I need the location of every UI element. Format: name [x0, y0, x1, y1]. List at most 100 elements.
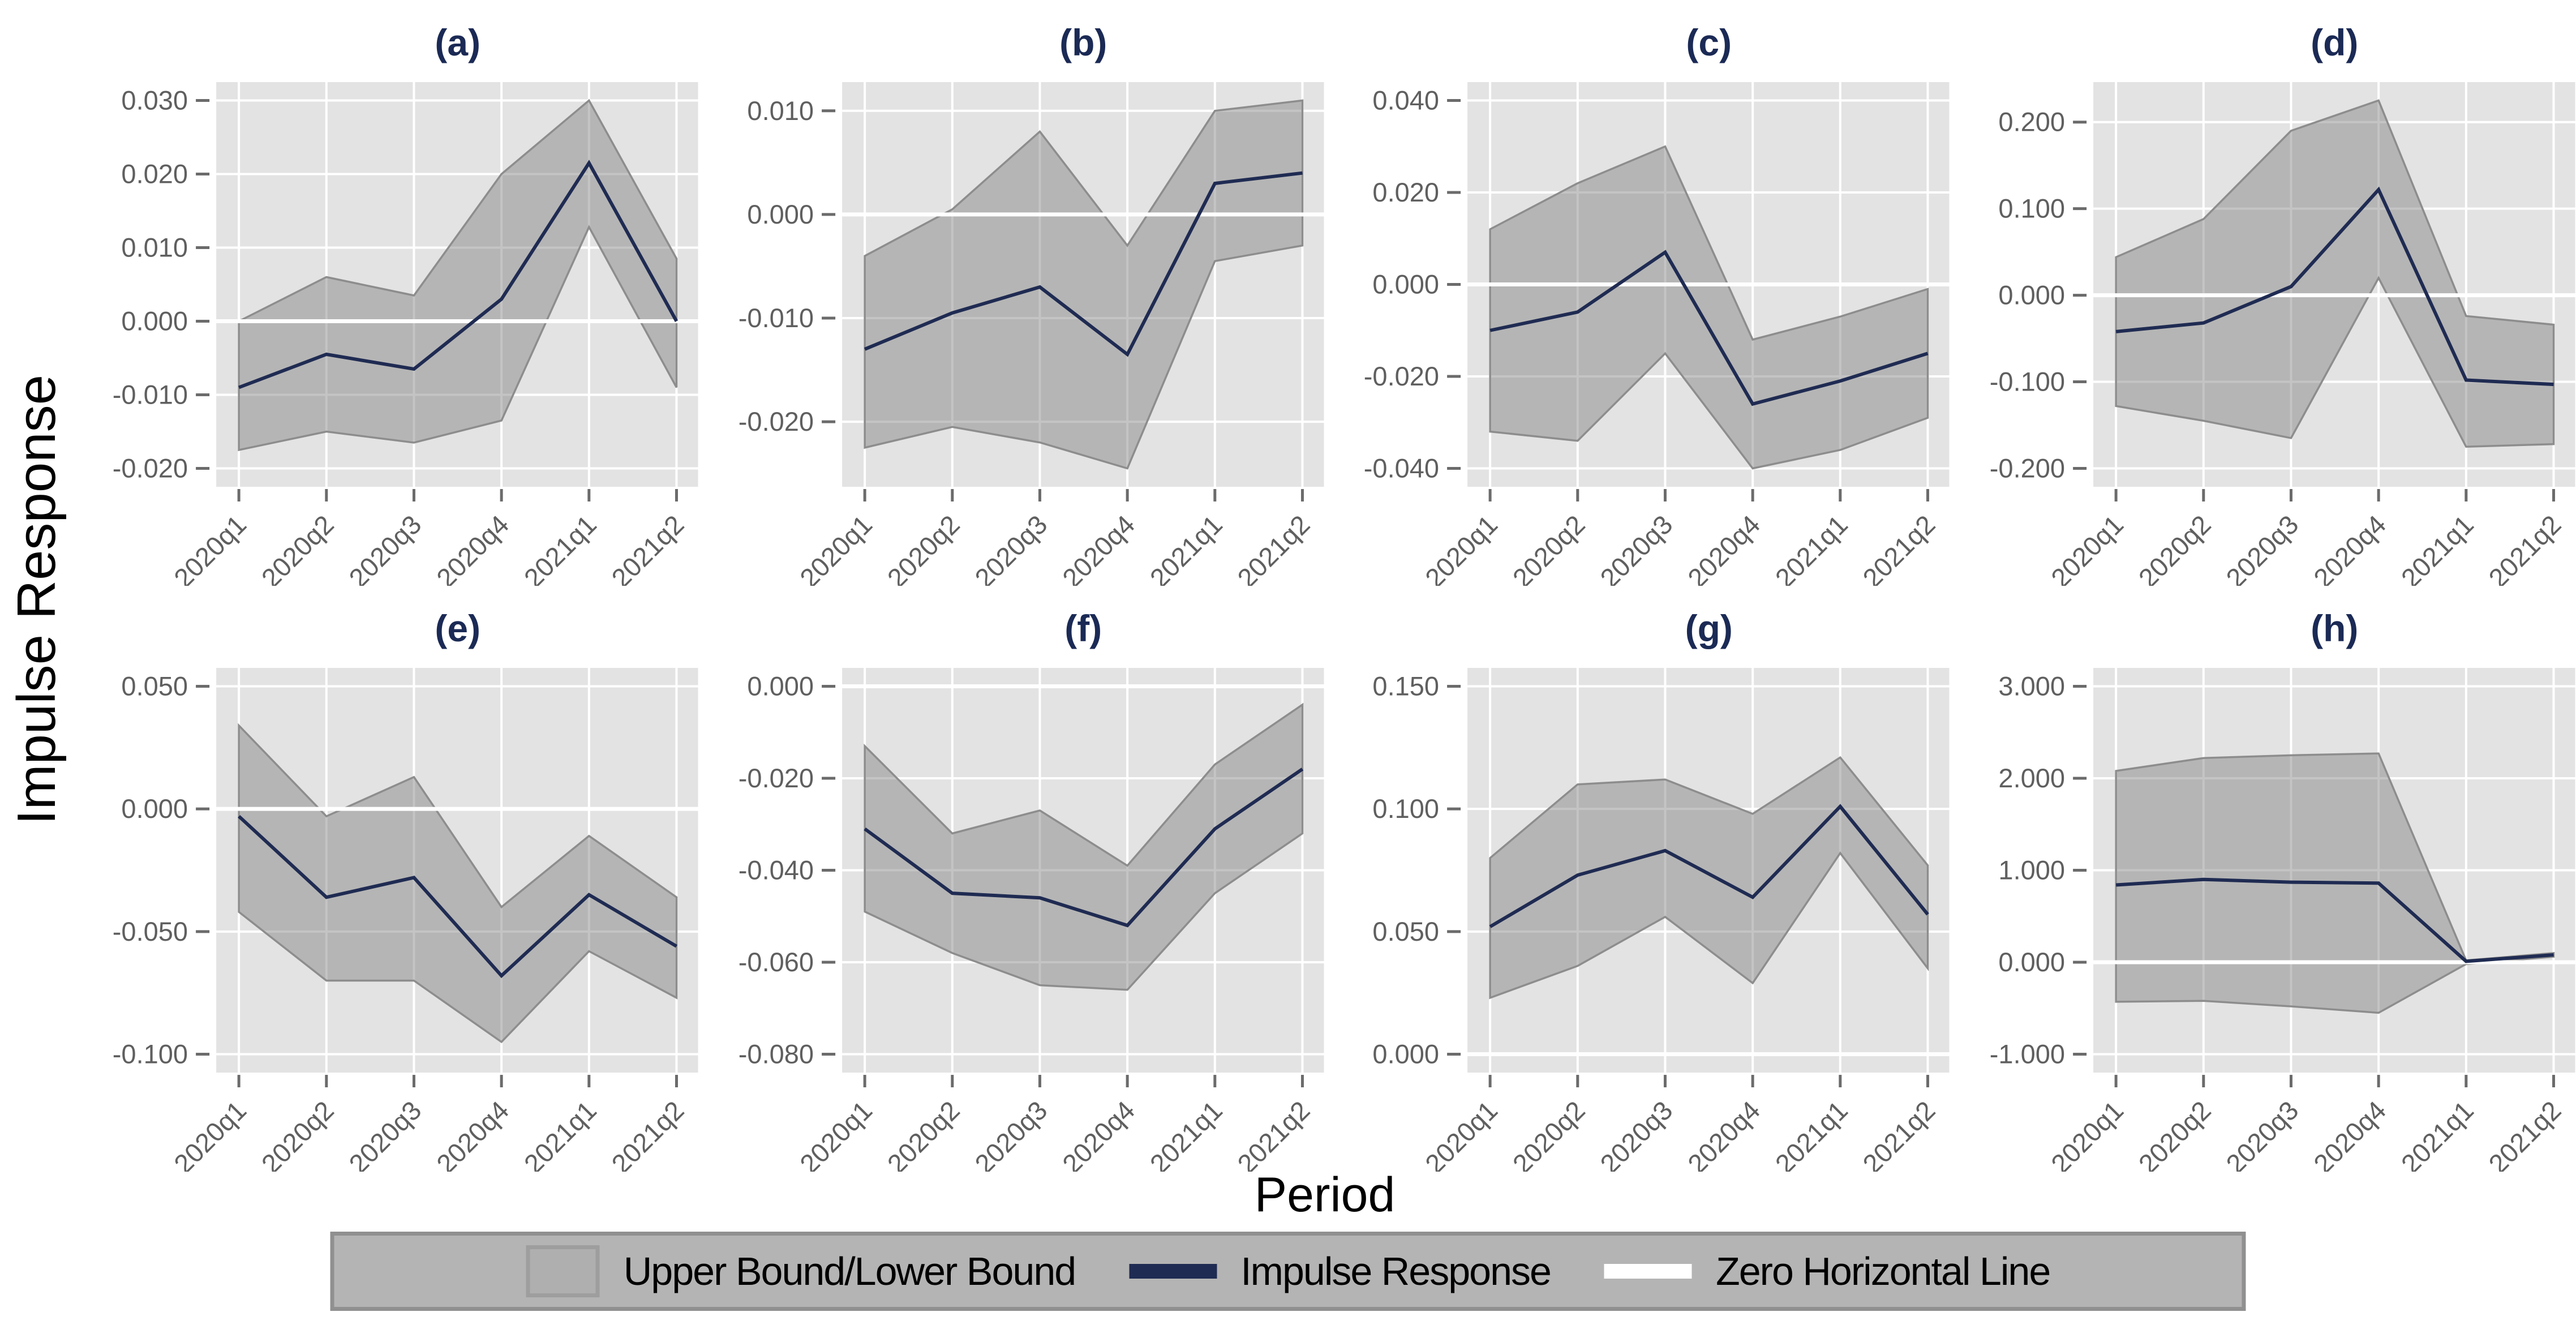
- svg-text:2021q2: 2021q2: [606, 1095, 689, 1172]
- svg-text:2020q1: 2020q1: [793, 1095, 877, 1172]
- panel-c: (c) 0.040 0.020 0.000 -0.020 -0.040 2020q1 202…: [1325, 0, 1951, 586]
- y-axis-label-container: Impulse Response: [0, 0, 74, 1200]
- svg-text:-0.020: -0.020: [1364, 361, 1439, 391]
- svg-text:-0.020: -0.020: [738, 763, 813, 793]
- panel-a: (a) 0.030 0.020 0.010 0.000 -0.010 -0.020 2020…: [74, 0, 699, 586]
- panel-title: (g): [1685, 607, 1733, 649]
- svg-text:2020q3: 2020q3: [1594, 1095, 1678, 1172]
- svg-text:2020q3: 2020q3: [1594, 509, 1678, 586]
- svg-text:2021q1: 2021q1: [1144, 1095, 1227, 1172]
- svg-text:0.050: 0.050: [1372, 916, 1439, 946]
- svg-text:2021q1: 2021q1: [518, 509, 602, 586]
- svg-text:2020q2: 2020q2: [2132, 509, 2216, 586]
- svg-text:2021q1: 2021q1: [518, 1095, 602, 1172]
- svg-text:2021q2: 2021q2: [1857, 509, 1940, 586]
- svg-text:-0.020: -0.020: [738, 406, 813, 436]
- svg-text:2021q2: 2021q2: [2483, 1095, 2566, 1172]
- svg-text:2020q3: 2020q3: [2220, 509, 2304, 586]
- svg-text:0.000: 0.000: [1998, 947, 2065, 977]
- svg-text:2020q4: 2020q4: [1682, 509, 1766, 586]
- svg-text:2.000: 2.000: [1998, 763, 2065, 793]
- svg-text:0.010: 0.010: [121, 233, 188, 263]
- svg-text:2020q3: 2020q3: [343, 509, 427, 586]
- svg-text:-0.050: -0.050: [113, 916, 188, 946]
- svg-text:2020q4: 2020q4: [1682, 1095, 1766, 1172]
- panel-title: (c): [1686, 22, 1732, 63]
- panel-f: (f) 0.000 -0.020 -0.040 -0.060 -0.080 2020q1 2…: [699, 586, 1325, 1172]
- legend-label-zero: Zero Horizontal Line: [1715, 1249, 2051, 1293]
- svg-text:0.150: 0.150: [1372, 671, 1439, 701]
- svg-text:0.010: 0.010: [747, 96, 814, 126]
- svg-text:2020q1: 2020q1: [793, 509, 877, 586]
- panel-e: (e) 0.050 0.000 -0.050 -0.100 2020q1 2020q2 20…: [74, 586, 699, 1172]
- svg-text:2021q1: 2021q1: [2395, 1095, 2479, 1172]
- svg-text:2020q2: 2020q2: [2132, 1095, 2216, 1172]
- svg-text:-0.040: -0.040: [738, 855, 813, 885]
- svg-text:0.030: 0.030: [121, 85, 188, 115]
- svg-text:0.000: 0.000: [1998, 280, 2065, 310]
- panel-title: (h): [2311, 607, 2359, 649]
- svg-text:2020q2: 2020q2: [1506, 1095, 1590, 1172]
- svg-text:2020q3: 2020q3: [2220, 1095, 2304, 1172]
- svg-text:2020q3: 2020q3: [343, 1095, 427, 1172]
- legend-item-zero: Zero Horizontal Line: [1604, 1249, 2051, 1294]
- svg-text:1.000: 1.000: [1998, 855, 2065, 885]
- panel-plot: 0.010 0.000 -0.010 -0.020 2020q1 2020q2 2020q3…: [738, 82, 1324, 586]
- svg-text:2020q1: 2020q1: [168, 1095, 252, 1172]
- svg-text:-0.010: -0.010: [738, 303, 813, 333]
- impulse-response-line-icon: [1129, 1264, 1217, 1279]
- svg-text:2021q2: 2021q2: [1231, 509, 1315, 586]
- svg-text:0.020: 0.020: [121, 159, 188, 189]
- svg-text:2020q1: 2020q1: [168, 509, 252, 586]
- panel-g: (g) 0.150 0.100 0.050 0.000 2020q1 2020q2 2020…: [1325, 586, 1951, 1172]
- svg-text:2021q1: 2021q1: [1769, 1095, 1853, 1172]
- panel-d: (d) 0.200 0.100 0.000 -0.100 -0.200 2020q1 202…: [1951, 0, 2576, 586]
- confidence-band-swatch-icon: [526, 1245, 600, 1297]
- panel-plot: 0.050 0.000 -0.050 -0.100 2020q1 2020q2 2020q3…: [113, 668, 698, 1172]
- svg-text:3.000: 3.000: [1998, 671, 2065, 701]
- svg-text:0.050: 0.050: [121, 671, 188, 701]
- svg-text:0.000: 0.000: [121, 306, 188, 336]
- svg-text:2020q1: 2020q1: [1419, 509, 1503, 586]
- panel-b: (b) 0.010 0.000 -0.010 -0.020 2020q1 2020q2 20…: [699, 0, 1325, 586]
- svg-text:2021q2: 2021q2: [1857, 1095, 1940, 1172]
- y-axis-label: Impulse Response: [6, 375, 67, 825]
- svg-text:-1.000: -1.000: [1989, 1039, 2064, 1069]
- svg-text:2020q4: 2020q4: [2307, 509, 2391, 586]
- svg-text:2020q3: 2020q3: [969, 1095, 1053, 1172]
- svg-text:0.020: 0.020: [1372, 177, 1439, 207]
- svg-text:2021q1: 2021q1: [2395, 509, 2479, 586]
- legend-label-impulse: Impulse Response: [1240, 1249, 1552, 1293]
- svg-text:-0.080: -0.080: [738, 1039, 813, 1069]
- svg-text:2021q2: 2021q2: [606, 509, 689, 586]
- legend: Upper Bound/Lower Bound Impulse Response…: [330, 1232, 2246, 1311]
- panel-grid: (a) 0.030 0.020 0.010 0.000 -0.010 -0.020 2020…: [74, 0, 2576, 1172]
- svg-text:-0.060: -0.060: [738, 947, 813, 977]
- svg-text:0.000: 0.000: [1372, 1039, 1439, 1069]
- svg-text:2021q1: 2021q1: [1144, 509, 1227, 586]
- panel-h: (h) 3.000 2.000 1.000 0.000 -1.000 2020q1 2020…: [1951, 586, 2576, 1172]
- panel-title: (e): [435, 607, 481, 649]
- svg-text:0.100: 0.100: [1372, 794, 1439, 824]
- svg-text:0.200: 0.200: [1998, 107, 2065, 137]
- svg-text:0.040: 0.040: [1372, 85, 1439, 115]
- svg-text:2020q1: 2020q1: [2045, 1095, 2128, 1172]
- svg-text:-0.040: -0.040: [1364, 453, 1439, 483]
- svg-text:0.000: 0.000: [747, 199, 814, 229]
- svg-text:-0.010: -0.010: [113, 380, 188, 410]
- panel-title: (d): [2311, 22, 2359, 63]
- svg-text:2020q2: 2020q2: [881, 509, 965, 586]
- svg-text:0.000: 0.000: [747, 671, 814, 701]
- x-axis-label: Period: [1254, 1168, 1396, 1222]
- svg-text:2020q4: 2020q4: [1056, 509, 1140, 586]
- zero-line-icon: [1604, 1264, 1692, 1279]
- svg-text:2021q2: 2021q2: [1231, 1095, 1315, 1172]
- panel-title: (f): [1064, 607, 1102, 649]
- svg-text:2020q2: 2020q2: [881, 1095, 965, 1172]
- svg-text:2021q2: 2021q2: [2483, 509, 2566, 586]
